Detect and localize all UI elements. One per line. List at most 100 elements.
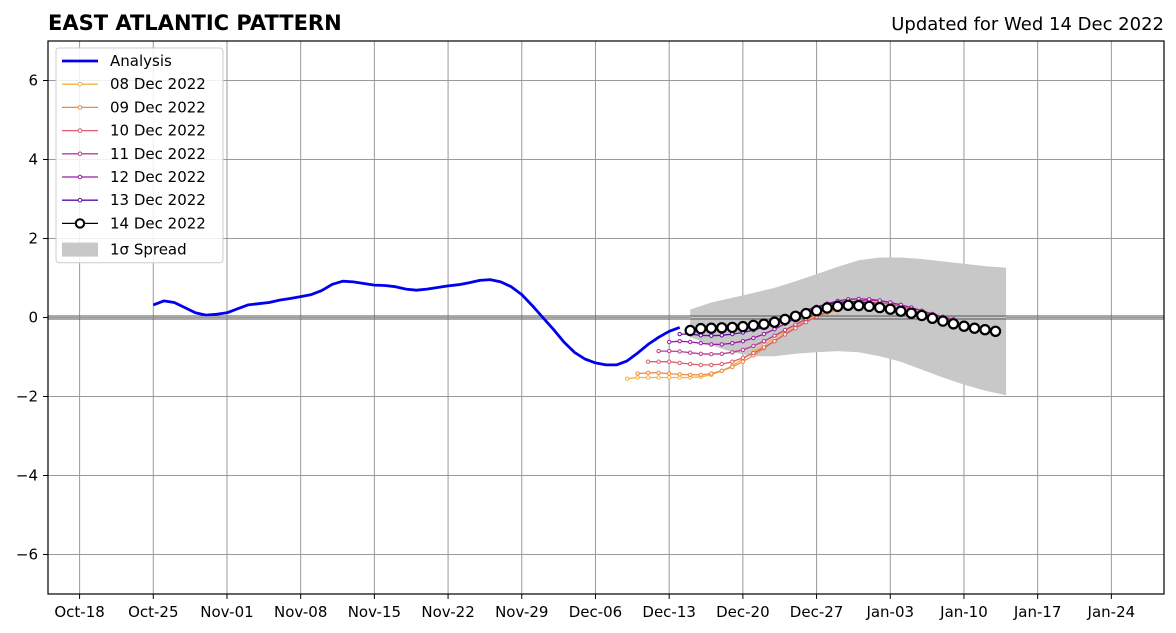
series-point [761, 331, 767, 337]
legend-label: 10 Dec 2022 [110, 122, 206, 140]
series-point [751, 343, 756, 349]
series-point [688, 361, 693, 367]
chart-title: EAST ATLANTIC PATTERN [48, 11, 342, 35]
y-tick-label: 6 [28, 72, 38, 90]
x-tick-label: Dec-13 [642, 603, 696, 621]
legend-label-spread: 1σ Spread [110, 241, 187, 259]
analysis-line [152, 278, 681, 367]
series-point [709, 362, 714, 368]
series-point [867, 297, 872, 302]
legend-marker [77, 151, 83, 157]
y-tick-label: 4 [28, 151, 38, 169]
x-tick-label: Nov-22 [421, 603, 474, 621]
series-point [751, 335, 756, 341]
series-point [730, 364, 735, 370]
series-point [782, 327, 788, 333]
series-point [656, 370, 661, 375]
x-tick-label: Nov-29 [495, 603, 548, 621]
series-point [989, 325, 1002, 337]
series-point [705, 322, 718, 334]
series-point [842, 299, 854, 311]
series-point [821, 302, 833, 314]
series-point [698, 372, 703, 377]
legend-marker [77, 197, 83, 203]
series-point [698, 362, 703, 368]
series-point [726, 321, 739, 334]
series-point [926, 312, 939, 324]
legend-label-analysis: Analysis [110, 52, 172, 70]
series-point [698, 351, 703, 356]
x-tick-label: Jan-10 [939, 603, 988, 621]
legend-label: 11 Dec 2022 [110, 145, 206, 163]
series-point [667, 359, 672, 364]
series-point [793, 322, 798, 327]
series-point [740, 359, 746, 364]
series-point [656, 348, 661, 354]
series-point [747, 319, 760, 332]
series-point [937, 315, 949, 327]
series-point [716, 322, 728, 334]
chart-subtitle: Updated for Wed 14 Dec 2022 [891, 14, 1164, 35]
series-point [677, 339, 682, 344]
series-point [709, 352, 714, 357]
legend-label: 08 Dec 2022 [110, 75, 206, 93]
x-tick-label: Nov-15 [348, 603, 401, 621]
legend-label: 14 Dec 2022 [110, 214, 206, 232]
series-point [719, 361, 724, 367]
series-point [645, 359, 651, 364]
series-point [730, 359, 735, 364]
series-point [635, 375, 640, 380]
series-point [695, 322, 707, 335]
series-point [667, 371, 672, 376]
series-point [916, 309, 928, 322]
legend: Analysis 08 Dec 2022 09 Dec 2022 10 Dec 202… [55, 47, 224, 264]
series-point [688, 339, 693, 345]
x-tick-label: Jan-24 [1087, 603, 1136, 621]
series-point [688, 372, 693, 377]
series-point [874, 301, 886, 314]
series-point [772, 327, 777, 332]
series-point [831, 300, 844, 313]
series-point [737, 320, 749, 333]
series-point [968, 322, 981, 334]
x-tick-label: Dec-27 [790, 603, 844, 621]
legend-marker [77, 81, 83, 87]
series-point [958, 320, 970, 332]
series-point [751, 350, 756, 356]
series-point [635, 371, 640, 376]
y-axis: −6 −4 −2 0 2 4 6 [16, 72, 48, 564]
series-point [740, 339, 746, 344]
legend-box [55, 47, 224, 264]
x-tick-label: Nov-08 [274, 603, 327, 621]
series-point [740, 347, 746, 353]
series-point [656, 375, 661, 380]
series-point [779, 313, 791, 326]
y-tick-label: 2 [28, 230, 38, 248]
series-14-dec-2022 [684, 299, 1002, 337]
series-point [772, 339, 777, 344]
legend-swatch-spread [62, 242, 98, 257]
y-tick-label: −6 [16, 546, 38, 564]
series-point [853, 299, 865, 312]
series-point [645, 370, 651, 375]
x-tick-label: Dec-20 [716, 603, 770, 621]
plot-area: Oct-18 Oct-25 Nov-01 Nov-08 Nov-15 Nov-22 Nov-… [16, 40, 1165, 621]
series-point [677, 331, 682, 337]
series-point [905, 307, 918, 319]
series-point [656, 359, 661, 364]
x-tick-label: Oct-18 [54, 603, 104, 621]
legend-label: 09 Dec 2022 [110, 98, 206, 116]
series-point [947, 318, 960, 330]
y-tick-label: −2 [16, 388, 38, 406]
series-point [709, 371, 714, 376]
series-point [719, 333, 724, 338]
series-point [667, 348, 672, 354]
series-point [688, 350, 693, 355]
series-point [719, 368, 724, 373]
series-point [761, 339, 767, 344]
series-point [761, 345, 767, 350]
series-point [709, 342, 714, 347]
series-point [684, 324, 696, 337]
series-point [667, 339, 672, 345]
